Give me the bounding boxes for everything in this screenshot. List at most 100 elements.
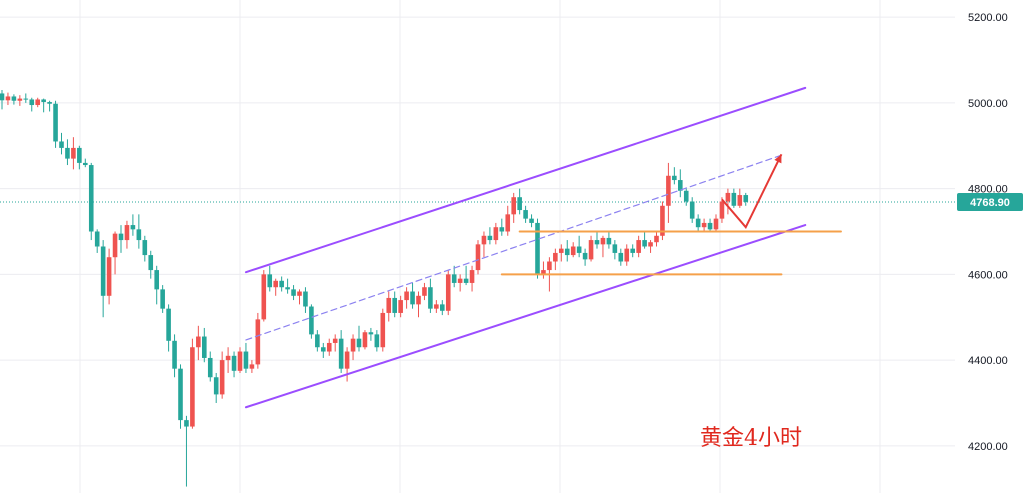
candle-body[interactable] (35, 99, 40, 106)
candle-body[interactable] (541, 270, 546, 275)
candle-body[interactable] (83, 162, 88, 166)
candle-body[interactable] (505, 214, 511, 232)
candle-body[interactable] (53, 103, 58, 142)
candle-body[interactable] (142, 240, 148, 256)
candle-body[interactable] (725, 192, 731, 202)
candle-body[interactable] (219, 360, 225, 395)
channel-midline[interactable] (245, 154, 783, 341)
candle-body[interactable] (422, 287, 427, 296)
candle-body[interactable] (124, 225, 130, 241)
candle-body[interactable] (666, 175, 671, 206)
candle-body[interactable] (535, 222, 540, 275)
candle-body[interactable] (368, 332, 374, 335)
candle-body[interactable] (249, 364, 255, 369)
candle-body[interactable] (47, 102, 52, 104)
candle-body[interactable] (136, 229, 142, 241)
candle-body[interactable] (77, 147, 82, 163)
candle-body[interactable] (213, 377, 219, 395)
candle-body[interactable] (398, 300, 403, 313)
candle-body[interactable] (404, 291, 409, 301)
candle-body[interactable] (59, 141, 64, 148)
candle-body[interactable] (588, 240, 594, 260)
candle-body[interactable] (463, 278, 469, 283)
candle-body[interactable] (517, 197, 522, 211)
projected-path-line[interactable] (721, 153, 783, 230)
candle-body[interactable] (100, 246, 106, 296)
candle-body[interactable] (618, 252, 624, 262)
candle-body[interactable] (243, 351, 249, 369)
candle-body[interactable] (719, 201, 725, 219)
candle-body[interactable] (689, 201, 695, 219)
candle-body[interactable] (576, 246, 582, 253)
candle-body[interactable] (737, 195, 743, 206)
candle-body[interactable] (743, 195, 749, 202)
candle-body[interactable] (707, 222, 713, 230)
candle-body[interactable] (594, 240, 600, 245)
candle-body[interactable] (493, 227, 499, 241)
channel-lower-line[interactable] (244, 224, 807, 409)
candle-body[interactable] (374, 334, 380, 348)
candle-body[interactable] (321, 347, 326, 352)
candle-body[interactable] (487, 235, 493, 241)
candle-body[interactable] (445, 274, 451, 311)
candle-body[interactable] (356, 338, 362, 348)
candle-body[interactable] (23, 98, 29, 100)
candle-body[interactable] (184, 420, 189, 427)
candle-body[interactable] (255, 319, 261, 365)
candle-body[interactable] (636, 240, 641, 253)
candle-body[interactable] (106, 257, 112, 296)
candle-body[interactable] (231, 355, 237, 371)
candle-body[interactable] (451, 274, 457, 283)
candle-body[interactable] (285, 287, 290, 290)
candle-body[interactable] (5, 96, 11, 101)
candle-body[interactable] (11, 96, 17, 101)
candle-body[interactable] (672, 175, 677, 181)
candle-body[interactable] (695, 218, 701, 228)
candle-body[interactable] (303, 291, 308, 307)
candle-body[interactable] (309, 306, 314, 335)
candle-body[interactable] (130, 225, 136, 230)
candle-body[interactable] (29, 99, 35, 106)
candle-body[interactable] (273, 280, 278, 288)
candle-body[interactable] (160, 289, 165, 309)
candle-body[interactable] (315, 334, 320, 348)
candle-body[interactable] (553, 252, 558, 262)
candle-body[interactable] (469, 270, 475, 283)
candle-body[interactable] (154, 270, 159, 290)
candle-body[interactable] (648, 242, 653, 247)
candle-body[interactable] (683, 190, 689, 202)
candle-body[interactable] (457, 278, 463, 283)
candle-body[interactable] (547, 261, 552, 271)
candle-body[interactable] (166, 308, 171, 341)
candle-body[interactable] (362, 332, 368, 348)
candle-body[interactable] (678, 180, 683, 191)
candle-body[interactable] (172, 340, 177, 369)
candle-body[interactable] (523, 210, 528, 219)
candle-body[interactable] (380, 312, 386, 348)
candle-body[interactable] (499, 227, 505, 232)
candle-body[interactable] (41, 99, 46, 103)
candle-body[interactable] (701, 222, 707, 228)
candle-body[interactable] (392, 297, 397, 313)
candle-body[interactable] (237, 351, 243, 371)
candle-body[interactable] (606, 237, 612, 245)
candle-body[interactable] (564, 248, 570, 256)
candle-body[interactable] (112, 233, 118, 258)
candle-body[interactable] (291, 289, 296, 296)
candle-body[interactable] (88, 165, 94, 232)
candle-body[interactable] (731, 192, 737, 206)
candle-body[interactable] (660, 205, 665, 236)
candle-body[interactable] (600, 237, 606, 245)
candle-body[interactable] (190, 347, 195, 427)
candle-body[interactable] (0, 93, 5, 101)
candle-body[interactable] (332, 338, 338, 343)
candle-body[interactable] (642, 240, 647, 247)
candle-body[interactable] (326, 342, 332, 352)
candle-body[interactable] (196, 336, 201, 348)
candle-body[interactable] (624, 248, 630, 262)
candle-body[interactable] (386, 297, 392, 313)
candle-body[interactable] (713, 218, 719, 230)
candle-body[interactable] (440, 304, 445, 311)
